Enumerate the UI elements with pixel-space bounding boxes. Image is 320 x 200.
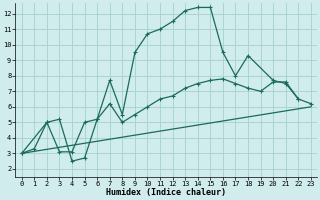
X-axis label: Humidex (Indice chaleur): Humidex (Indice chaleur) <box>106 188 226 197</box>
